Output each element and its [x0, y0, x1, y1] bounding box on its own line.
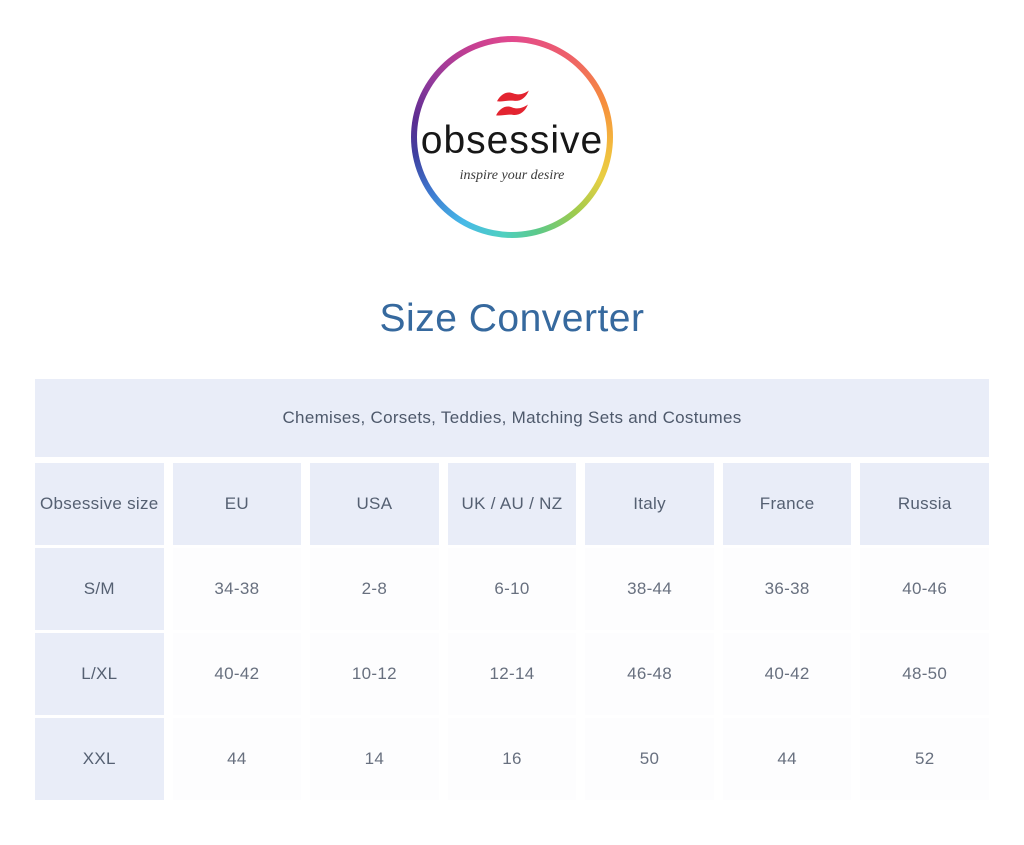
cell-xxl-france: 44 [722, 718, 852, 800]
row-label-xxl: XXL [35, 718, 164, 800]
column-header-obsessive-size: Obsessive size [35, 463, 164, 545]
column-header-italy: Italy [585, 463, 714, 545]
cell-sm-usa: 2-8 [310, 548, 439, 630]
page-title: Size Converter [379, 297, 645, 340]
brand-wordmark: obsessive [420, 119, 604, 162]
column-header-usa: USA [310, 463, 439, 545]
logo-inner: obsessive inspire your desire [417, 42, 607, 232]
cell-lxl-russia: 48-50 [860, 633, 989, 715]
cell-sm-uk: 6-10 [447, 548, 577, 630]
logo: obsessive inspire your desire [0, 0, 1024, 238]
column-header-france: France [722, 463, 852, 545]
cell-lxl-france: 40-42 [722, 633, 852, 715]
cell-xxl-usa: 14 [310, 718, 439, 800]
row-label-sm: S/M [35, 548, 164, 630]
cell-xxl-russia: 52 [860, 718, 989, 800]
logo-rainbow-ring: obsessive inspire your desire [411, 36, 613, 238]
column-header-russia: Russia [860, 463, 989, 545]
column-header-eu: EU [172, 463, 302, 545]
brand-tagline: inspire your desire [459, 168, 565, 183]
row-label-lxl: L/XL [35, 633, 164, 715]
size-grid: Obsessive size EU USA UK / AU / NZ Italy… [35, 463, 989, 800]
cell-lxl-italy: 46-48 [585, 633, 714, 715]
cell-xxl-uk: 16 [447, 718, 577, 800]
cell-lxl-usa: 10-12 [310, 633, 439, 715]
cell-sm-eu: 34-38 [172, 548, 302, 630]
size-converter-table: Chemises, Corsets, Teddies, Matching Set… [35, 379, 989, 800]
cell-lxl-eu: 40-42 [172, 633, 302, 715]
cell-lxl-uk: 12-14 [447, 633, 577, 715]
table-category-header: Chemises, Corsets, Teddies, Matching Set… [35, 379, 989, 457]
column-header-uk-au-nz: UK / AU / NZ [447, 463, 577, 545]
flame-wave-icon [496, 90, 529, 116]
cell-xxl-italy: 50 [585, 718, 714, 800]
cell-xxl-eu: 44 [172, 718, 302, 800]
cell-sm-italy: 38-44 [585, 548, 714, 630]
cell-sm-france: 36-38 [722, 548, 852, 630]
cell-sm-russia: 40-46 [860, 548, 989, 630]
